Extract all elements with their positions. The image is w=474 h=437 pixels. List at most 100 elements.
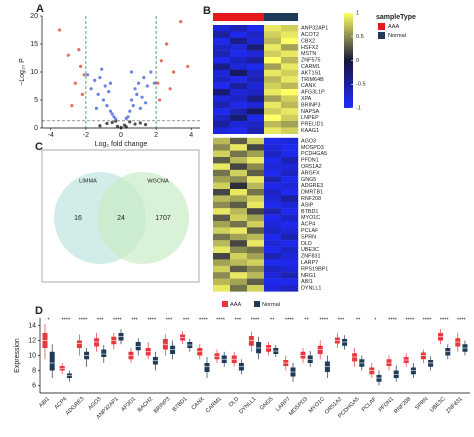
heatmap-cell [230, 201, 248, 209]
heatmap-cell [247, 189, 265, 196]
x-tick-label: ABI1 [38, 396, 51, 409]
gene-label: RNF208 [301, 196, 321, 202]
heatmap-cell [281, 150, 299, 158]
heatmap-cell [247, 240, 265, 247]
box [410, 367, 416, 375]
box [266, 345, 272, 352]
heatmap-cell [264, 189, 282, 196]
gene-label: DLD [301, 241, 312, 247]
heatmap-cell [281, 101, 299, 109]
point [107, 90, 111, 94]
heatmap-cell [230, 137, 248, 145]
heatmap-cell [230, 278, 248, 286]
colorbar [344, 13, 353, 108]
heatmap-cell [247, 37, 265, 45]
gene-label: TRIM64B [301, 77, 324, 83]
x-tick-label: 0 [119, 132, 123, 139]
heatmap-cell [247, 182, 265, 190]
point [159, 59, 163, 63]
annotation-cell [247, 13, 264, 21]
gene-label: UBE3C [301, 247, 319, 253]
gene-label: SPRN [301, 234, 316, 240]
set-label: WGCNA [147, 178, 169, 184]
x-tick-label: UBE3C [429, 396, 446, 413]
legend-label: AAA [388, 24, 399, 30]
heatmap-cell [213, 101, 231, 109]
heatmap-cell [264, 121, 282, 128]
heatmap-cell [264, 246, 282, 254]
heatmap-cell [264, 76, 282, 83]
heatmap-cell [213, 57, 231, 64]
heatmap-cell [281, 89, 299, 96]
heatmap-cell [264, 44, 282, 51]
significance: * [48, 317, 51, 323]
heatmap-cell [281, 272, 299, 279]
significance: **** [388, 317, 398, 323]
heatmap-cell [247, 259, 265, 266]
heatmap-cell [281, 57, 299, 64]
heatmap-cell [281, 108, 299, 115]
heatmap-cell [281, 69, 299, 77]
box [428, 360, 434, 367]
heatmap-cell [213, 169, 231, 177]
gene-label: CARM1 [301, 64, 320, 70]
heatmap-cell [264, 253, 282, 260]
heatmap-cell [247, 95, 265, 102]
heatmap-cell [281, 25, 299, 32]
heatmap-cell [230, 189, 248, 196]
point [143, 101, 148, 105]
x-tick-label: BACH2 [137, 396, 154, 413]
heatmap-cell [230, 127, 248, 134]
x-tick-label: -4 [48, 132, 54, 139]
heatmap-cell [230, 169, 248, 177]
gene-label: MSTN [301, 51, 316, 57]
box [342, 339, 348, 346]
point [114, 117, 118, 121]
y-tick-label: 10 [30, 69, 38, 76]
heatmap-cell [247, 25, 265, 32]
gene-label: BRINP3 [301, 102, 320, 108]
heatmap-cell [230, 57, 248, 64]
point [86, 73, 90, 77]
point [79, 64, 83, 68]
region-count: 16 [74, 215, 82, 222]
box [76, 340, 82, 348]
x-tick-label: DYNLL1 [238, 396, 257, 415]
y-tick-label: 10 [28, 352, 36, 359]
point [138, 106, 142, 110]
significance: *** [166, 317, 173, 323]
heatmap-cell [213, 189, 231, 196]
x-tick-label: ZNF831 [445, 396, 464, 415]
heatmap-cell [247, 108, 265, 115]
legend-label: AAA [230, 302, 241, 308]
point [143, 123, 148, 127]
heatmap-cell [213, 44, 231, 51]
heatmap-cell [264, 227, 282, 234]
heatmap-cell [213, 285, 231, 292]
heatmap-cell [281, 44, 299, 51]
heatmap-cell [213, 227, 231, 234]
heatmap-cell [247, 169, 265, 177]
gene-label: ABI1 [301, 279, 313, 285]
heatmap-cell [281, 144, 299, 151]
heatmap-cell [264, 25, 282, 32]
significance: **** [113, 317, 123, 323]
heatmap-cell [264, 137, 282, 145]
significance: **** [199, 317, 209, 323]
significance: ** [304, 317, 309, 323]
x-tick-label: 4 [189, 132, 193, 139]
heatmap-cell [247, 127, 265, 134]
x-tick-label: CARM1 [205, 396, 223, 414]
heatmap-cell [247, 69, 265, 77]
gene-label: PCDHGA5 [301, 151, 327, 157]
point [98, 124, 102, 128]
heatmap-cell [230, 101, 248, 109]
heatmap-cell [230, 246, 248, 254]
heatmap-cell [281, 233, 299, 241]
point [112, 115, 116, 119]
heatmap-cell [247, 121, 265, 128]
x-tick-label: -2 [83, 132, 89, 139]
heatmap-cell [247, 253, 265, 260]
heatmap-cell [230, 76, 248, 83]
heatmap-cell [264, 108, 282, 115]
